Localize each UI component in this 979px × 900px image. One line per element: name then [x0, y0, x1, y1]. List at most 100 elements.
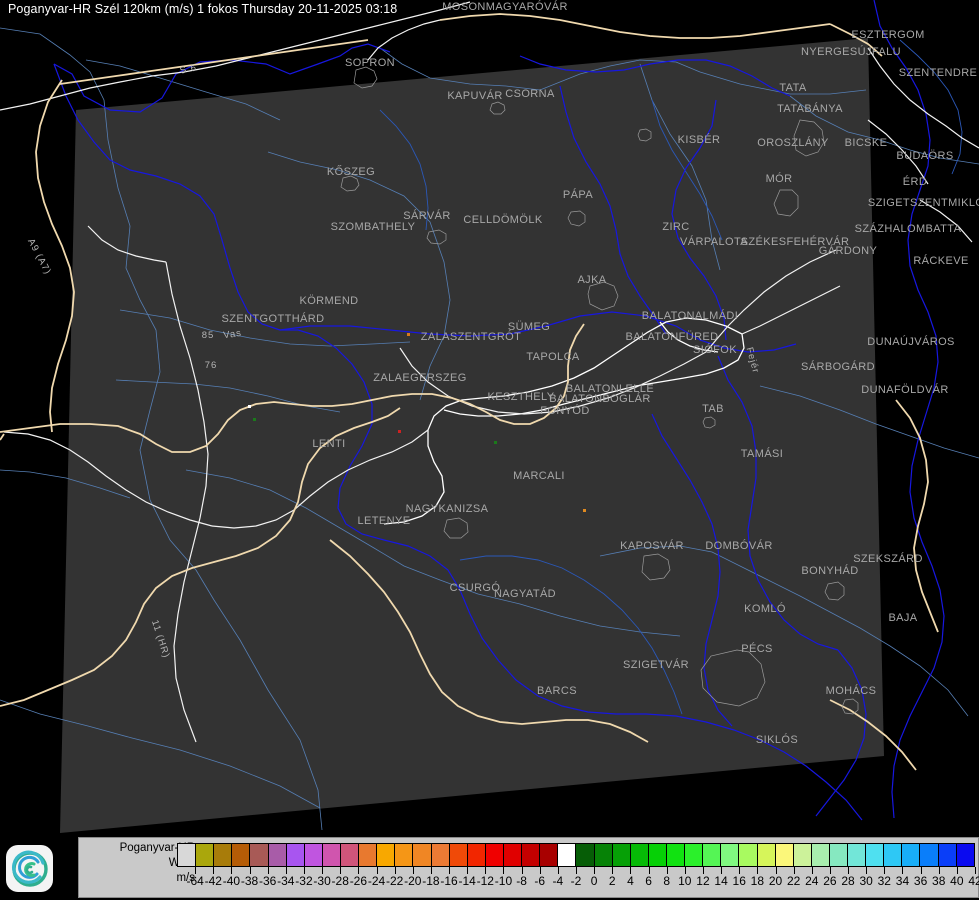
colorbar-cell[interactable]: [340, 844, 360, 866]
city-label: TATA: [779, 82, 807, 94]
colorbar-tick-label: -26: [349, 874, 368, 888]
colorbar-cell[interactable]: [757, 844, 776, 866]
colorbar-tick: [485, 867, 487, 874]
colorbar-tick-label: 20: [768, 874, 783, 888]
secondary-roads-layer: [0, 13, 939, 771]
city-label: SOPRON: [345, 57, 395, 69]
city-label: SZEKSZÁRD: [853, 552, 923, 565]
colorbar-cell[interactable]: [413, 844, 432, 866]
colorbar-cell[interactable]: [485, 844, 504, 866]
map-canvas[interactable]: SOPRON KAPUVÁR CSORNA MOSONMAGYARÓVÁR KŐSZEG…: [0, 0, 979, 835]
city-label: SÁRBOGÁRD: [801, 360, 875, 373]
borders-layer: [53, 0, 963, 821]
colorbar-cell[interactable]: [178, 844, 197, 866]
city-label: KAPUVÁR: [447, 89, 502, 102]
colorbar-cell[interactable]: [322, 844, 341, 866]
colorbar-tick: [848, 867, 850, 874]
city-label: TATABÁNYA: [777, 102, 843, 115]
colorbar-tick-label: 42: [968, 874, 979, 888]
city-label: DUNAÚJVÁROS: [867, 335, 955, 348]
city-label: FONYÓD: [540, 404, 589, 417]
colorbar-tick-label: 18: [750, 874, 765, 888]
colorbar-cell[interactable]: [503, 844, 523, 866]
colorbar-cell[interactable]: [558, 844, 577, 866]
colorbar-tick: [303, 867, 305, 874]
spiral-globe-icon: [11, 850, 48, 887]
town-outlines-layer: [340, 66, 859, 715]
colorbar-cell[interactable]: [431, 844, 450, 866]
city-label: NAGYATÁD: [494, 587, 556, 600]
colorbar-cell[interactable]: [685, 844, 704, 866]
colorbar-tick-label: 26: [823, 874, 837, 888]
colorbar-cell[interactable]: [666, 844, 686, 866]
colorbar-cell[interactable]: [811, 844, 830, 866]
colorbar-cell[interactable]: [214, 844, 233, 866]
colorbar-cell[interactable]: [829, 844, 849, 866]
colorbar-cell[interactable]: [648, 844, 667, 866]
colorbar-tick-label: -38: [240, 874, 259, 888]
colorbar-tick: [467, 867, 469, 874]
colorbar-cell[interactable]: [920, 844, 939, 866]
colorbar-cell[interactable]: [467, 844, 486, 866]
colorbar-cell[interactable]: [703, 844, 722, 866]
colorbar-cell[interactable]: [395, 844, 414, 866]
city-label: NYERGESÚJFALU: [801, 45, 901, 58]
app-logo[interactable]: [6, 845, 53, 892]
colorbar-cell[interactable]: [739, 844, 758, 866]
colorbar-tick-label: 14: [714, 874, 728, 888]
city-label: SZIGETSZENTMIKLÓS: [868, 196, 979, 209]
colorbar-cell[interactable]: [377, 844, 396, 866]
city-label: SIKLÓS: [756, 733, 798, 746]
colorbar-cell[interactable]: [250, 844, 269, 866]
city-label: KAPOSVÁR: [620, 539, 684, 552]
colorbar-tick-label: -32: [295, 874, 313, 888]
page-title: Poganyvar-HR Szél 120km (m/s) 1 fokos Th…: [8, 2, 398, 16]
city-label: PÉCS: [741, 642, 773, 655]
colorbar-cell[interactable]: [359, 844, 378, 866]
colorbar-swatches[interactable]: [177, 843, 975, 867]
colorbar-cell[interactable]: [268, 844, 287, 866]
colorbar-cell[interactable]: [938, 844, 957, 866]
road-label: S 6: [179, 62, 198, 76]
colorbar-cell[interactable]: [793, 844, 812, 866]
city-label: RÁCKEVE: [913, 254, 968, 267]
colorbar-cell[interactable]: [956, 844, 974, 866]
colorbar-cell[interactable]: [576, 844, 595, 866]
colorbar-cell[interactable]: [196, 844, 215, 866]
colorbar-tick-label: 24: [805, 874, 819, 888]
colorbar-cell[interactable]: [902, 844, 921, 866]
colorbar-tick-label: 32: [877, 874, 891, 888]
colorbar-cell[interactable]: [630, 844, 649, 866]
colorbar-tick: [249, 867, 251, 874]
colorbar-tick: [231, 867, 233, 874]
city-label: CELLDÖMÖLK: [463, 214, 542, 226]
colorbar-tick: [285, 867, 287, 874]
colorbar-tick-label: -18: [422, 874, 440, 888]
colorbar-cell[interactable]: [721, 844, 740, 866]
roads-layer: [0, 1, 979, 743]
colorbar-cell[interactable]: [304, 844, 323, 866]
colorbar-tick: [956, 867, 958, 874]
colorbar-tick: [866, 867, 868, 874]
colorbar-cell[interactable]: [594, 844, 613, 866]
colorbar-cell[interactable]: [866, 844, 885, 866]
colorbar-cell[interactable]: [522, 844, 541, 866]
colorbar-tick-label: -16: [440, 874, 458, 888]
colorbar-cell[interactable]: [540, 844, 559, 866]
colorbar-cell[interactable]: [286, 844, 305, 866]
data-pixel: [583, 509, 586, 512]
colorbar-tick: [684, 867, 686, 874]
colorbar-cell[interactable]: [612, 844, 631, 866]
road-label: A9 (A7): [25, 237, 53, 277]
colorbar-tick-label: 0: [590, 874, 598, 888]
city-label: PÁPA: [563, 188, 593, 201]
colorbar-cell[interactable]: [232, 844, 251, 866]
colorbar-cell[interactable]: [884, 844, 903, 866]
city-labels-layer: SOPRON KAPUVÁR CSORNA MOSONMAGYARÓVÁR KŐSZEG…: [222, 0, 979, 746]
colorbar-cell[interactable]: [449, 844, 468, 866]
colorbar-tick-label: 2: [608, 874, 616, 888]
colorbar-cell[interactable]: [848, 844, 867, 866]
colorbar-tick: [322, 867, 324, 874]
colorbar-tick: [829, 867, 831, 874]
colorbar-cell[interactable]: [775, 844, 794, 866]
